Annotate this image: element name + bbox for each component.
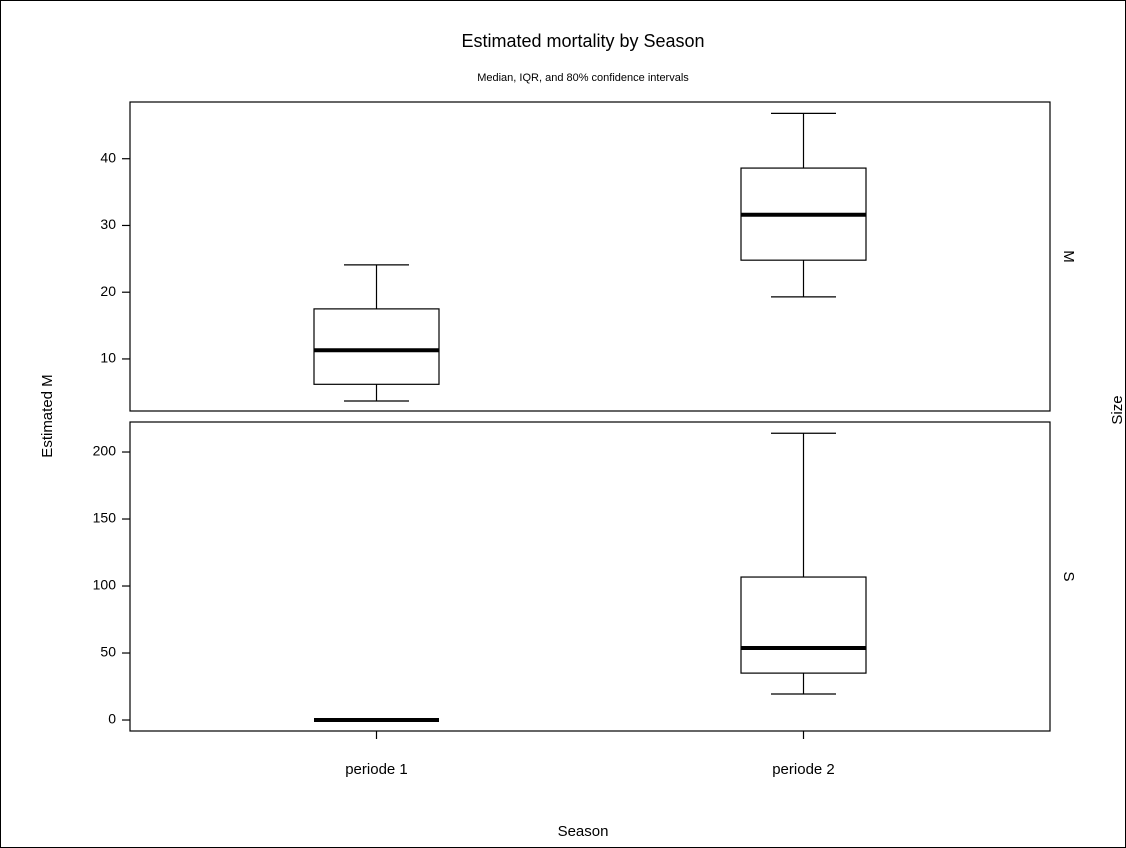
strip-label: S (1060, 571, 1077, 581)
y-tick-label: 200 (93, 443, 117, 459)
panel-frame (129, 101, 1051, 412)
facet-label: Size (1109, 395, 1126, 424)
box (740, 576, 867, 674)
y-axis-label: Estimated M (39, 374, 56, 457)
box (313, 308, 440, 385)
x-tick-label: periode 2 (772, 761, 835, 778)
y-tick-label: 0 (108, 711, 116, 727)
y-tick-label: 30 (100, 216, 116, 232)
x-tick-label: periode 1 (345, 761, 408, 778)
chart-subtitle: Median, IQR, and 80% confidence interval… (477, 72, 689, 84)
y-tick-label: 50 (100, 644, 116, 660)
y-tick-label: 100 (93, 577, 117, 593)
x-axis-label: Season (558, 823, 609, 840)
chart-title: Estimated mortality by Season (461, 31, 704, 51)
panel-frame (129, 421, 1051, 732)
y-tick-label: 10 (100, 350, 116, 366)
y-tick-label: 150 (93, 510, 117, 526)
y-tick-label: 20 (100, 283, 116, 299)
strip-label: M (1060, 250, 1077, 263)
y-tick-label: 40 (100, 149, 116, 165)
